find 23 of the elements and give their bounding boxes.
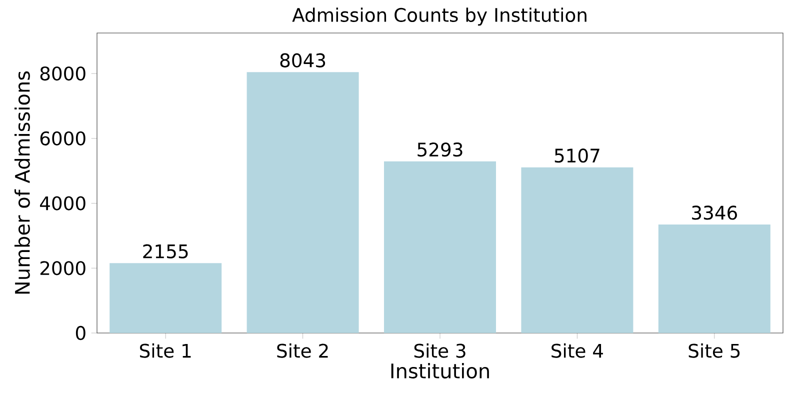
y-axis-title: Number of Admissions — [14, 71, 30, 294]
chart-title: Admission Counts by Institution — [292, 8, 586, 26]
bar — [246, 72, 359, 333]
data-label: 8043 — [280, 53, 326, 68]
bar — [110, 263, 222, 333]
x-tick-label: Site 3 — [414, 343, 466, 358]
y-tick-label: 2000 — [40, 261, 86, 276]
x-tick-label: Site 5 — [688, 343, 740, 358]
data-label: 2155 — [143, 244, 188, 258]
y-tick-label: 8000 — [40, 66, 86, 81]
y-tick-label: 0 — [76, 326, 86, 340]
x-tick-label: Site 4 — [552, 343, 603, 358]
bar — [384, 161, 496, 333]
x-axis-title: Institution — [391, 363, 489, 378]
data-label: 5293 — [418, 142, 462, 157]
y-tick-label: 6000 — [40, 131, 86, 146]
data-label: 3346 — [692, 206, 737, 220]
bar — [658, 224, 770, 333]
x-tick-label: Site 1 — [140, 343, 191, 358]
data-label: 5107 — [554, 148, 600, 163]
bar — [521, 167, 634, 333]
y-tick-label: 4000 — [40, 196, 86, 210]
x-tick-label: Site 2 — [277, 343, 328, 358]
